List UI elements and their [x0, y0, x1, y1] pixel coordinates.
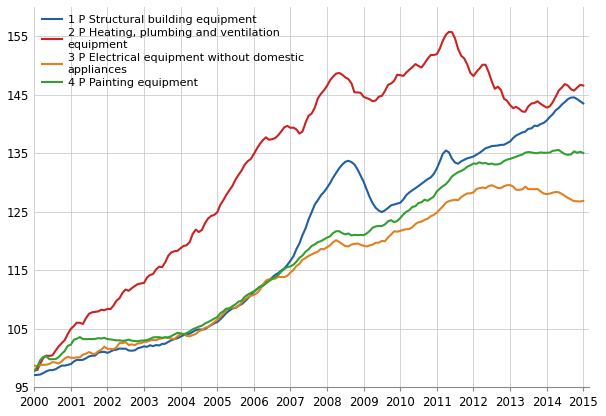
Line: 3 P Electrical equipment without domestic
appliances: 3 P Electrical equipment without domesti…	[34, 185, 583, 366]
Line: 1 P Structural building equipment: 1 P Structural building equipment	[34, 97, 583, 375]
Line: 2 P Heating, plumbing and ventilation
equipment: 2 P Heating, plumbing and ventilation eq…	[34, 32, 583, 371]
Legend: 1 P Structural building equipment, 2 P Heating, plumbing and ventilation
equipme: 1 P Structural building equipment, 2 P H…	[40, 12, 306, 90]
Line: 4 P Painting equipment: 4 P Painting equipment	[34, 150, 583, 371]
